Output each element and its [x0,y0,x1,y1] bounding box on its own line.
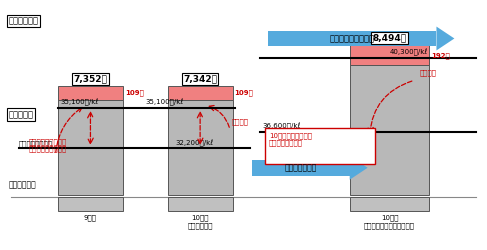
Bar [168,196,232,210]
Text: 192円: 192円 [431,52,450,59]
Text: 109円: 109円 [235,90,253,96]
Bar [350,46,430,65]
Polygon shape [436,26,454,50]
Bar [252,160,350,176]
Text: 36,600円/kℓ: 36,600円/kℓ [262,123,300,130]
Text: 35,100円/kℓ: 35,100円/kℓ [60,99,99,106]
Text: 8,494円: 8,494円 [373,34,407,42]
Text: 基準燃料価格の変更: 基準燃料価格の変更 [330,34,375,43]
Text: 109円: 109円 [125,90,144,96]
Text: 10月分
（変更認可申請中の約款）: 10月分 （変更認可申請中の約款） [364,214,415,229]
Text: 7,352円: 7,352円 [74,74,107,83]
Polygon shape [350,156,368,180]
Bar [58,86,123,100]
FancyBboxPatch shape [265,128,375,164]
Text: （同左）: （同左） [232,119,249,125]
Text: モデル料金: モデル料金 [9,110,34,119]
Text: 平均燃料価格と基準
燃料価格の差を反映: 平均燃料価格と基準 燃料価格の差を反映 [29,138,67,152]
Text: （基準燃料価格）: （基準燃料価格） [19,140,53,147]
Bar [350,65,430,194]
Text: 10月分
（現行約款）: 10月分 （現行約款） [187,214,213,229]
Bar [268,30,436,46]
Text: 35,100円/kℓ: 35,100円/kℓ [145,99,184,106]
Text: （同左）: （同左） [419,69,436,75]
Bar [350,196,430,210]
Text: 9月分: 9月分 [84,214,97,221]
Text: 32,200円/kℓ: 32,200円/kℓ [175,140,213,147]
Text: 平均燃料価格: 平均燃料価格 [9,16,38,26]
Text: 40,300円/kℓ: 40,300円/kℓ [390,49,428,56]
Text: 7,342円: 7,342円 [183,74,217,83]
Bar [58,100,123,194]
Bar [168,100,232,194]
Bar [58,196,123,210]
Text: 10月分はプラス調整
を実施する見込み: 10月分はプラス調整 を実施する見込み [269,132,312,146]
Text: 電気料金の改定: 電気料金の改定 [284,163,317,172]
Text: 燃料費調整額: 燃料費調整額 [9,180,37,189]
Bar [168,86,232,100]
